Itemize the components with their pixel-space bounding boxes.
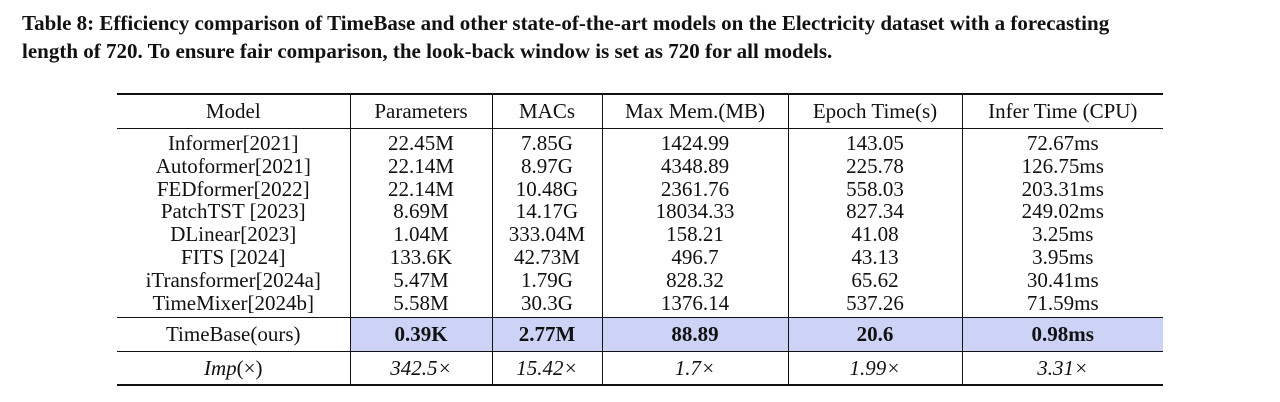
imp-parameters: 342.5×: [349, 351, 492, 386]
col-header-max-mem: Max Mem.(MB): [601, 94, 788, 129]
cell-max-mem: 2361.76: [601, 177, 788, 201]
cell-max-mem: 18034.33: [601, 200, 788, 224]
table-row: FEDformer[2022] 22.14M 10.48G 2361.76 55…: [117, 177, 1163, 201]
improvement-label: Imp(×): [117, 352, 350, 386]
table-row: PatchTST [2023] 8.69M 14.17G 18034.33 82…: [117, 200, 1163, 224]
improvement-row: Imp(×) 342.5× 15.42× 1.7× 1.99× 3.31×: [117, 351, 1163, 386]
header-row: Model Parameters MACs Max Mem.(MB) Epoch…: [117, 94, 1163, 129]
caption-line-2: length of 720. To ensure fair comparison…: [22, 39, 833, 63]
ours-model-name: TimeBase(ours): [165, 322, 301, 347]
efficiency-table: Model Parameters MACs Max Mem.(MB) Epoch…: [117, 93, 1163, 386]
table-row: FITS [2024] 133.6K 42.73M 496.7 43.13 3.…: [117, 245, 1163, 269]
model-name: DLinear[2023]: [170, 223, 297, 246]
cell-epoch-time: 41.08: [787, 223, 962, 246]
model-name: Informer[2021]: [167, 131, 299, 155]
imp-macs: 15.42×: [491, 351, 602, 386]
col-header-epoch-time: Epoch Time(s): [787, 94, 962, 129]
cell-max-mem: 4348.89: [601, 154, 788, 178]
cell-max-mem: 496.7: [601, 245, 788, 269]
cell-infer-time: 30.41ms: [961, 268, 1163, 292]
ours-row: TimeBase(ours) 0.39K 2.77M 88.89 20.6 0.…: [117, 317, 1163, 352]
col-header-parameters: Parameters: [349, 94, 492, 129]
cell-macs: 14.17G: [491, 200, 602, 224]
imp-max-mem: 1.7×: [601, 351, 788, 386]
cell-infer-time: 72.67ms: [961, 128, 1163, 155]
cell-macs: 7.85G: [491, 128, 602, 155]
cell-epoch-time: 225.78: [787, 154, 962, 178]
cell-parameters: 22.45M: [349, 128, 492, 155]
model-name: iTransformer[2024a]: [145, 268, 321, 292]
cell-parameters: 22.14M: [349, 154, 492, 178]
cell-parameters: 22.14M: [349, 177, 492, 201]
cell-macs: 8.97G: [491, 154, 602, 178]
improvement-label-italic: Imp: [203, 356, 237, 381]
table-row: Informer[2021] 22.45M 7.85G 1424.99 143.…: [117, 128, 1163, 155]
ours-macs: 2.77M: [491, 317, 602, 352]
cell-epoch-time: 143.05: [787, 128, 962, 155]
cell-max-mem: 158.21: [601, 223, 788, 246]
cell-parameters: 133.6K: [349, 245, 492, 269]
cell-parameters: 8.69M: [349, 200, 492, 224]
table-row: Autoformer[2021] 22.14M 8.97G 4348.89 22…: [117, 154, 1163, 178]
cell-epoch-time: 827.34: [787, 200, 962, 224]
cell-max-mem: 1376.14: [601, 291, 788, 318]
cell-epoch-time: 43.13: [787, 245, 962, 269]
cell-infer-time: 249.02ms: [961, 200, 1163, 224]
caption-line-1: Table 8: Efficiency comparison of TimeBa…: [22, 11, 1110, 35]
col-header-macs: MACs: [491, 94, 602, 129]
ours-max-mem: 88.89: [601, 317, 788, 352]
cell-parameters: 5.47M: [349, 268, 492, 292]
model-name: FITS [2024]: [181, 245, 286, 269]
cell-epoch-time: 537.26: [787, 291, 962, 318]
table-caption: Table 8: Efficiency comparison of TimeBa…: [22, 9, 1272, 65]
ours-epoch-time: 20.6: [787, 317, 962, 352]
table-row: TimeMixer[2024b] 5.58M 30.3G 1376.14 537…: [117, 291, 1163, 318]
cell-epoch-time: 65.62: [787, 268, 962, 292]
cell-macs: 333.04M: [491, 223, 602, 246]
cell-infer-time: 203.31ms: [961, 177, 1163, 201]
cell-max-mem: 1424.99: [601, 128, 788, 155]
imp-infer-time: 3.31×: [961, 351, 1163, 386]
cell-macs: 30.3G: [491, 291, 602, 318]
cell-infer-time: 71.59ms: [961, 291, 1163, 318]
cell-parameters: 1.04M: [349, 223, 492, 246]
model-name: PatchTST [2023]: [160, 200, 306, 224]
col-header-model: Model: [205, 99, 261, 123]
cell-infer-time: 3.25ms: [961, 223, 1163, 246]
improvement-label-suffix: (×): [236, 356, 263, 381]
cell-infer-time: 126.75ms: [961, 154, 1163, 178]
cell-infer-time: 3.95ms: [961, 245, 1163, 269]
cell-epoch-time: 558.03: [787, 177, 962, 201]
ours-parameters: 0.39K: [349, 317, 492, 352]
table-row: DLinear[2023] 1.04M 333.04M 158.21 41.08…: [117, 223, 1163, 246]
cell-max-mem: 828.32: [601, 268, 788, 292]
cell-macs: 10.48G: [491, 177, 602, 201]
model-name: TimeMixer[2024b]: [152, 291, 314, 315]
ours-infer-time: 0.98ms: [961, 317, 1163, 352]
col-header-infer-time: Infer Time (CPU): [961, 94, 1163, 129]
cell-macs: 42.73M: [491, 245, 602, 269]
model-name: Autoformer[2021]: [155, 154, 311, 178]
table-row: iTransformer[2024a] 5.47M 1.79G 828.32 6…: [117, 268, 1163, 292]
cell-macs: 1.79G: [491, 268, 602, 292]
model-name: FEDformer[2022]: [156, 177, 310, 201]
imp-epoch-time: 1.99×: [787, 351, 962, 386]
cell-parameters: 5.58M: [349, 291, 492, 318]
